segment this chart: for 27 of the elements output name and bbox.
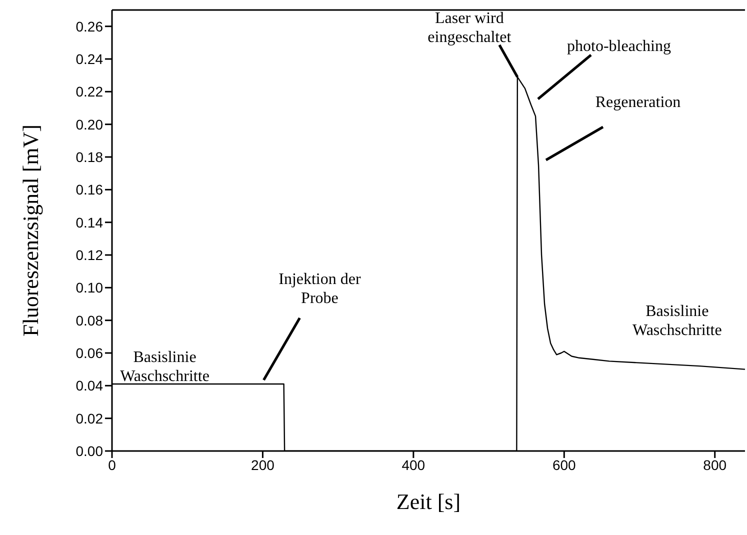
y-axis-title: Fluoreszenzsignal [mV] xyxy=(18,124,43,336)
y-tick-label: 0.00 xyxy=(76,442,104,459)
x-tick-label: 0 xyxy=(108,456,116,473)
y-tick-label: 0.22 xyxy=(76,84,104,100)
annotation: Laser wird eingeschaltet xyxy=(428,10,512,46)
y-tick-label: 0.04 xyxy=(76,378,104,394)
annotation: Basislinie Waschschritte xyxy=(632,303,722,340)
y-tick-label: 0.08 xyxy=(76,312,104,328)
y-tick-label: 0.06 xyxy=(76,344,104,361)
y-tick-label: 0.16 xyxy=(76,182,104,198)
y-tick-label: 0.02 xyxy=(76,410,104,426)
y-tick-label: 0.18 xyxy=(76,148,104,165)
annotation: photo-bleaching xyxy=(567,38,671,55)
annotation: Basislinie Waschschritte xyxy=(120,349,210,386)
y-tick-label: 0.24 xyxy=(76,50,104,67)
x-tick-label: 200 xyxy=(251,456,275,473)
x-axis-title: Zeit [s] xyxy=(396,489,461,514)
y-tick-label: 0.14 xyxy=(76,214,104,230)
y-tick-label: 0.26 xyxy=(76,18,104,34)
y-tick-label: 0.12 xyxy=(76,246,104,263)
annotation: Regeneration xyxy=(595,94,681,111)
annotation: Injektion der Probe xyxy=(278,271,362,308)
y-tick-label: 0.10 xyxy=(76,280,104,296)
x-tick-label: 400 xyxy=(402,456,426,473)
y-tick-label: 0.20 xyxy=(76,116,104,132)
x-tick-label: 800 xyxy=(703,456,727,473)
x-tick-label: 600 xyxy=(552,456,576,473)
